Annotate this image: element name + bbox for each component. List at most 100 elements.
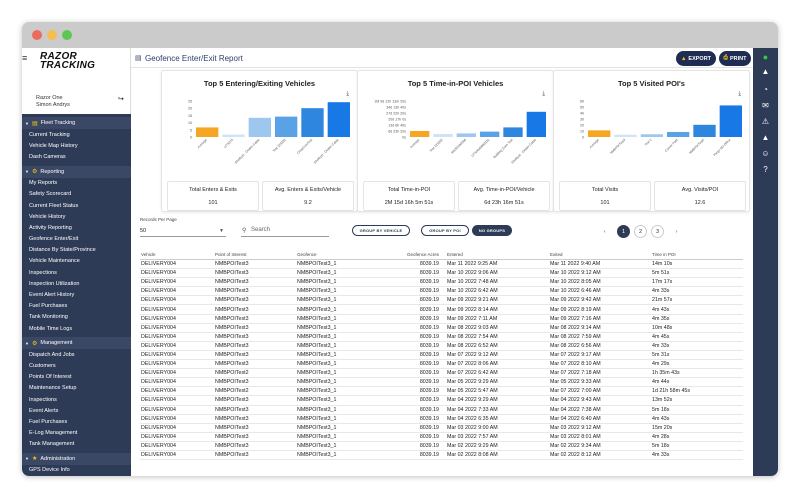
nav-item[interactable]: Inspections [29,269,57,276]
nav-item[interactable]: Dash Cameras [29,153,66,160]
bar[interactable] [433,134,453,137]
nav-item[interactable]: Inspections [29,396,57,403]
nav-item[interactable]: Vehicle Map History [29,142,78,149]
nav-item[interactable]: Safety Scorecard [29,191,72,198]
bar[interactable] [327,102,350,137]
nav-item[interactable]: Current Tracking [29,131,70,138]
logo-icon[interactable]: ▲ [761,67,770,76]
bar[interactable] [410,131,430,137]
download-icon[interactable]: ⤓ [738,91,741,97]
group-by-poi-button[interactable]: GROUP BY POI [421,225,469,236]
bar[interactable] [640,134,663,137]
bar[interactable] [503,127,523,137]
nav-item[interactable]: Vehicle History [29,213,66,220]
nav-item[interactable]: Fuel Purchases [29,303,68,310]
page-3-button[interactable]: 3 [651,225,664,238]
bar[interactable] [526,111,546,137]
minimize-dot[interactable] [47,30,57,40]
bar[interactable] [275,116,298,137]
nav-item[interactable]: Fuel Purchases [29,418,68,425]
prev-page-button[interactable]: ‹ [598,225,611,238]
bar[interactable] [248,117,271,137]
nav-item[interactable]: Current Fleet Status [29,202,79,209]
page-2-button[interactable]: 2 [634,225,647,238]
nav-item[interactable]: Dispatch And Jobs [29,351,75,358]
export-button[interactable]: ▲ EXPORT [676,51,716,66]
next-page-button[interactable]: › [670,225,683,238]
table-row[interactable]: DELIVERY004 NMBPOITest3 NMBPOITest3_1 8039.… [140,342,743,351]
table-row[interactable]: DELIVERY004 NMBPOITest3 NMBPOITest3_1 8039.… [140,360,743,370]
table-row[interactable]: DELIVERY004 NMBPOITest3 NMBPOITest3_1 8039.… [140,315,743,324]
nav-item[interactable]: Tank Management [29,441,75,448]
nav-item[interactable]: Inspection Utilization [29,280,80,287]
download-icon[interactable]: ⤓ [346,91,349,97]
column-header[interactable]: Time in POI [652,251,676,257]
bar[interactable] [301,108,324,137]
bar[interactable] [693,124,716,137]
chevron-down-icon[interactable]: ▼ [219,228,224,234]
print-button[interactable]: ⎙ PRINT [719,51,751,66]
close-dot[interactable] [32,30,42,40]
nav-item[interactable]: Vehicle Maintenance [29,258,80,265]
bar[interactable] [480,131,500,137]
table-row[interactable]: DELIVERY004 NMBPOITest3 NMBPOITest3_1 8039.… [140,442,743,451]
help-icon[interactable]: ? [763,165,768,174]
table-row[interactable]: DELIVERY004 NMBPOITest3 NMBPOITest3_1 8039.… [140,396,743,406]
search-input[interactable]: Search [241,226,329,237]
column-header[interactable]: Geofence Acres [406,251,439,257]
table-row[interactable]: DELIVERY004 NMBPOITest3 NMBPOITest3_1 8039.… [140,296,743,306]
nav-section-0[interactable]: ▼ ▤ Fleet Tracking [22,117,131,129]
nav-item[interactable]: My Reports [29,180,58,187]
table-row[interactable]: DELIVERY004 NMBPOITest3 NMBPOITest3_1 8039.… [140,333,743,342]
nav-section-1[interactable]: ▼ ⚙ Reporting [22,165,131,178]
nav-item[interactable]: Distance By State/Province [29,247,96,254]
column-header[interactable]: Point of Interest [215,251,247,257]
column-header[interactable]: Geofence [297,251,317,257]
nav-item[interactable]: Mobile Time Logs [29,325,73,332]
table-row[interactable]: DELIVERY004 NMBPOITest3 NMBPOITest3_1 8039.… [140,433,743,442]
bar[interactable] [719,105,742,137]
table-row[interactable]: DELIVERY004 NMBPOITest3 NMBPOITest3_1 8039.… [140,378,743,388]
maximize-dot[interactable] [62,30,72,40]
table-row[interactable]: DELIVERY004 NMBPOITest3 NMBPOITest3_1 8039.… [140,451,743,461]
nav-item[interactable]: GPS Device Info [29,467,70,474]
bar[interactable] [196,127,219,137]
nav-section-3[interactable]: ▼ ★ Administration [22,452,131,465]
smile-icon[interactable]: ☺ [761,149,770,158]
nav-item[interactable]: Tank Monitoring [29,314,68,321]
table-row[interactable]: DELIVERY004 NMBPOITest3 NMBPOITest3_1 8039.… [140,287,743,297]
table-row[interactable]: DELIVERY004 NMBPOITest3 NMBPOITest3_1 8039.… [140,406,743,415]
table-row[interactable]: DELIVERY004 NMBPOITest3 NMBPOITest3_1 8039.… [140,269,743,279]
mail-icon[interactable]: ✉ [762,101,769,110]
nav-item[interactable]: Event Alerts [29,407,59,414]
bar[interactable] [456,133,476,137]
table-row[interactable]: DELIVERY004 NMBPOITest3 NMBPOITest3_1 8039.… [140,278,743,288]
logout-icon[interactable]: ↪ [118,96,124,103]
nav-item[interactable]: Event Alert History [29,292,75,299]
table-row[interactable]: DELIVERY004 NMBPOITest3 NMBPOITest3_1 8039.… [140,260,743,270]
menu-icon[interactable]: ≡ [22,53,28,63]
column-header[interactable]: Entered [447,251,463,257]
nav-item[interactable]: Activity Reporting [29,224,72,231]
pie-chart-icon[interactable]: ◔ [763,85,768,94]
nav-item[interactable]: Customers [29,362,56,369]
nav-item[interactable]: Geofence Enter/Exit [29,236,79,243]
table-row[interactable]: DELIVERY004 NMBPOITest3 NMBPOITest3_1 8039.… [140,424,743,433]
no-groups-button[interactable]: NO GROUPS [472,225,512,236]
nav-item[interactable]: Maintenance Setup [29,385,77,392]
bar[interactable] [588,130,611,137]
road-icon[interactable]: ▲ [761,133,770,142]
table-row[interactable]: DELIVERY004 NMBPOITest3 NMBPOITest3_1 8039.… [140,305,743,315]
download-icon[interactable]: ⤓ [542,91,545,97]
nav-item[interactable]: Points Of Interest [29,374,72,381]
records-per-page-select[interactable]: 50 [140,226,226,237]
bar[interactable] [222,134,245,137]
page-1-button[interactable]: 1 [617,225,630,238]
column-header[interactable]: Exited [550,251,563,257]
column-header[interactable]: Vehicle [141,251,156,257]
bar[interactable] [614,134,637,137]
bar[interactable] [667,132,690,137]
nav-item[interactable]: E-Log Management [29,430,78,437]
table-row[interactable]: DELIVERY004 NMBPOITest3 NMBPOITest3_1 8039.… [140,351,743,361]
nav-section-2[interactable]: ▼ ⚙ Management [22,337,131,350]
